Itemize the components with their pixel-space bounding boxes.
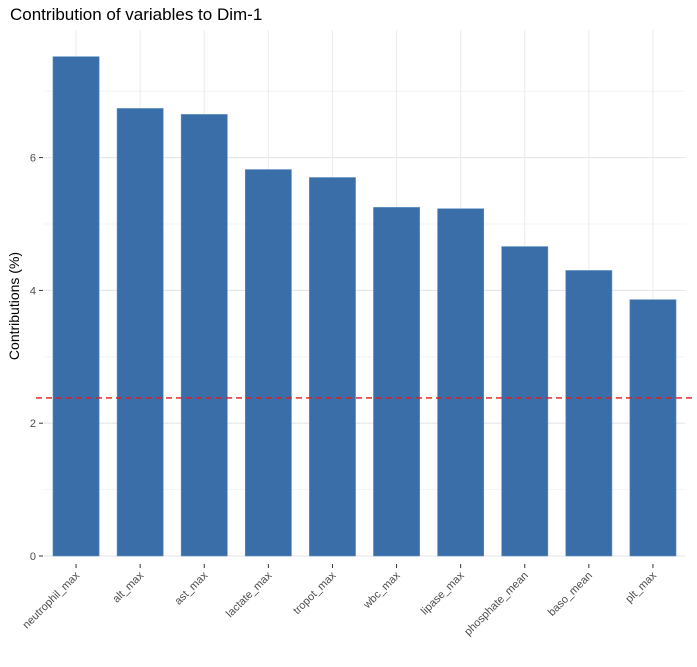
bar-lactate_max [244, 169, 292, 557]
x-axis-ticks: neutrophil_max alt_max ast_max lactate_max t… [20, 564, 659, 638]
bar-wbc_max [373, 207, 420, 557]
bar-baso_mean [565, 270, 613, 557]
x-tick-label: baso_mean [546, 570, 595, 619]
x-tick-label: lactate_max [224, 569, 275, 620]
x-tick-label: neutrophil_max [20, 569, 82, 631]
bar-plt_max [629, 299, 677, 557]
bar-phosphate_mean [501, 246, 549, 557]
y-tick-label: 6 [30, 153, 36, 165]
bar-neutrophil_max [52, 56, 100, 557]
x-tick-label: wbc_max [361, 569, 403, 611]
x-tick-label: phosphate_mean [462, 570, 531, 639]
bar-alt_max [116, 108, 164, 557]
y-axis-ticks: 0 2 4 6 [30, 153, 43, 563]
x-tick-label: tropot_max [291, 569, 339, 617]
x-tick-label: plt_max [623, 569, 659, 605]
y-tick-label: 0 [30, 551, 36, 563]
x-tick-label: lipase_max [419, 569, 467, 617]
bars [52, 56, 677, 557]
bar-tropot_max [309, 177, 356, 557]
x-tick-label: ast_max [172, 569, 210, 607]
y-tick-label: 4 [30, 285, 36, 297]
y-axis-title: Contributions (%) [6, 252, 22, 360]
x-tick-label: alt_max [111, 569, 147, 605]
chart-title: Contribution of variables to Dim-1 [10, 5, 262, 24]
bar-lipase_max [437, 208, 485, 557]
bar-ast_max [180, 114, 228, 557]
y-tick-label: 2 [30, 418, 36, 430]
